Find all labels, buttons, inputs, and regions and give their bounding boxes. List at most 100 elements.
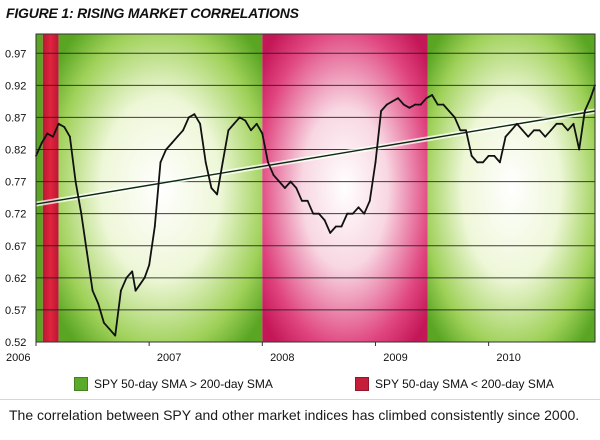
- data-point: [312, 212, 315, 215]
- data-point: [566, 129, 569, 132]
- chart-title: FIGURE 1: RISING MARKET CORRELATIONS: [6, 5, 299, 21]
- data-point: [589, 97, 592, 100]
- data-point: [139, 283, 142, 286]
- data-point: [63, 126, 66, 128]
- x-tick-label: 2007: [157, 352, 181, 364]
- regime-band-up: [58, 34, 263, 342]
- data-point: [74, 180, 77, 183]
- data-point: [289, 180, 292, 183]
- data-point: [159, 161, 162, 164]
- regime-band-up: [36, 34, 43, 342]
- x-tick-label: 2008: [270, 352, 294, 364]
- y-tick-label: 0.67: [5, 241, 26, 253]
- data-point: [102, 321, 105, 324]
- data-point: [57, 122, 60, 125]
- y-tick-label: 0.57: [5, 305, 26, 317]
- caption-bar: The correlation between SPY and other ma…: [0, 399, 600, 440]
- data-point: [306, 199, 309, 202]
- legend-label-below: SPY 50-day SMA < 200-day SMA: [375, 377, 554, 391]
- data-point: [182, 129, 185, 132]
- data-point: [216, 193, 218, 196]
- line-chart: 0.52 0.57 0.62 0.67 0.72 0.77 0.82 0.87 0.92 0.97…: [5, 33, 596, 364]
- legend-label-above: SPY 50-day SMA > 200-day SMA: [94, 377, 273, 391]
- data-point: [91, 289, 94, 292]
- data-point: [69, 135, 71, 138]
- data-point: [544, 135, 547, 138]
- y-tick-label: 0.52: [5, 337, 26, 349]
- data-point: [86, 251, 88, 254]
- data-point: [555, 122, 558, 125]
- data-point: [442, 103, 445, 106]
- data-point: [278, 180, 281, 183]
- data-point: [363, 212, 366, 215]
- data-point: [317, 212, 320, 215]
- data-point: [119, 289, 122, 292]
- y-tick-label: 0.97: [5, 48, 26, 60]
- data-point: [210, 187, 213, 189]
- data-point: [244, 119, 247, 122]
- data-point: [108, 328, 111, 331]
- data-point: [532, 129, 535, 132]
- data-point: [385, 103, 388, 106]
- data-point: [538, 129, 541, 132]
- data-point: [114, 334, 117, 337]
- x-tick-label: 2006: [6, 352, 30, 364]
- data-point: [131, 270, 134, 273]
- x-tick-label: 2009: [383, 352, 407, 364]
- data-point: [516, 122, 518, 125]
- data-point: [521, 129, 524, 132]
- data-point: [340, 225, 343, 228]
- figure-caption: The correlation between SPY and other ma…: [9, 407, 580, 423]
- legend-item-above: SPY 50-day SMA > 200-day SMA: [74, 374, 273, 394]
- data-point: [549, 129, 552, 132]
- data-point: [46, 132, 49, 135]
- data-point: [397, 97, 400, 100]
- data-point: [323, 219, 326, 221]
- data-point: [414, 103, 416, 106]
- data-point: [561, 122, 564, 125]
- y-tick-label: 0.72: [5, 209, 26, 221]
- data-point: [459, 129, 462, 132]
- y-axis-labels: 0.52 0.57 0.62 0.67 0.72 0.77 0.82 0.87 0.92 0.97: [5, 48, 26, 349]
- data-point: [504, 135, 507, 138]
- data-point: [199, 122, 201, 125]
- data-point: [272, 174, 275, 177]
- data-point: [391, 100, 394, 103]
- data-point: [295, 187, 298, 189]
- data-point: [346, 212, 349, 215]
- y-tick-label: 0.62: [5, 273, 26, 285]
- y-tick-label: 0.82: [5, 145, 26, 157]
- data-point: [284, 187, 286, 189]
- data-point: [233, 122, 235, 125]
- data-point: [482, 161, 484, 164]
- data-point: [583, 110, 586, 112]
- y-tick-label: 0.87: [5, 112, 26, 124]
- data-point: [368, 199, 371, 202]
- data-point: [419, 103, 422, 106]
- data-point: [402, 103, 405, 106]
- data-point: [493, 155, 496, 157]
- data-point: [125, 276, 128, 279]
- data-point: [255, 122, 258, 125]
- data-point: [470, 155, 473, 157]
- data-point: [301, 199, 303, 202]
- legend-swatch-green: [74, 377, 88, 391]
- data-point: [510, 129, 513, 132]
- data-point: [134, 289, 137, 292]
- data-point: [204, 161, 207, 164]
- data-point: [193, 113, 196, 116]
- data-point: [227, 129, 230, 132]
- plot-frame: [35, 33, 596, 343]
- regime-band-up: [427, 34, 595, 342]
- data-point: [148, 264, 151, 266]
- data-point: [238, 116, 241, 119]
- data-point: [374, 161, 377, 164]
- data-point: [527, 135, 530, 138]
- data-point: [187, 116, 190, 119]
- data-point: [351, 212, 354, 215]
- data-point: [499, 161, 501, 164]
- data-point: [425, 97, 428, 100]
- data-point: [80, 212, 83, 215]
- data-point: [572, 122, 575, 125]
- data-point: [453, 116, 456, 119]
